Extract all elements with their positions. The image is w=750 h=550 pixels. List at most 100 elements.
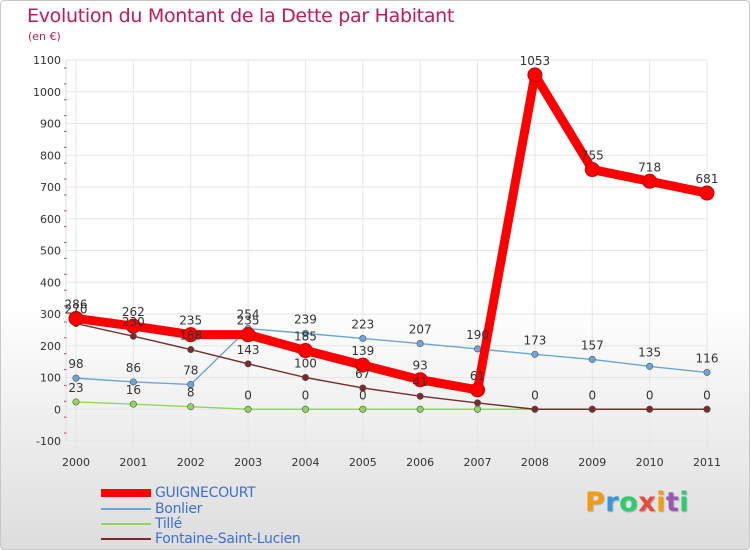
data-point-bonlier: [72, 374, 80, 382]
data-label-bonlier: 190: [466, 328, 489, 342]
x-tick-label: 2003: [234, 456, 262, 469]
data-point-guignecourt: [355, 357, 371, 373]
data-label-guignecourt: 262: [122, 305, 145, 319]
data-point-bonlier: [703, 368, 711, 376]
data-label-guignecourt: 93: [413, 359, 428, 373]
legend-label: GUIGNECOURT: [155, 485, 256, 501]
x-tick-label: 2001: [119, 456, 147, 469]
data-label-guignecourt: 185: [294, 330, 317, 344]
data-label-fontaine-saint-lucien: 230: [122, 315, 145, 329]
data-point-fontaine-saint-lucien: [244, 360, 252, 368]
data-point-guignecourt: [527, 67, 543, 83]
x-tick-label: 2005: [349, 456, 377, 469]
y-tick-label: 1000: [33, 86, 61, 99]
x-tick-label: 2000: [62, 456, 90, 469]
x-tick-label: 2004: [291, 456, 319, 469]
data-label-guignecourt: 755: [581, 149, 604, 163]
data-label-tille: 23: [68, 381, 83, 395]
data-label-guignecourt: 235: [179, 314, 202, 328]
legend-swatch: [101, 538, 151, 540]
legend-swatch: [101, 489, 151, 497]
y-tick-label: -100: [36, 435, 61, 448]
data-point-bonlier: [359, 334, 367, 342]
y-tick-label: 700: [40, 181, 61, 194]
chart-title: Evolution du Montant de la Dette par Hab…: [27, 5, 455, 27]
data-label-tille: 0: [588, 388, 596, 402]
data-point-bonlier: [474, 345, 482, 353]
y-tick-label: 1100: [33, 54, 61, 67]
data-point-fontaine-saint-lucien: [187, 346, 195, 354]
data-label-fontaine-saint-lucien: 188: [179, 329, 202, 343]
y-tick-label: 600: [40, 213, 61, 226]
data-label-tille: 0: [244, 388, 252, 402]
logo-letter: x: [638, 487, 657, 518]
data-point-fontaine-saint-lucien: [703, 405, 711, 413]
data-point-guignecourt: [297, 343, 313, 359]
data-point-bonlier: [588, 355, 596, 363]
x-tick-label: 2011: [693, 456, 721, 469]
data-label-guignecourt: 286: [65, 297, 88, 311]
y-tick-label: 100: [40, 372, 61, 385]
data-label-fontaine-saint-lucien: 270: [65, 303, 88, 317]
data-label-guignecourt: 718: [638, 160, 661, 174]
data-point-guignecourt: [125, 318, 141, 334]
data-point-guignecourt: [699, 185, 715, 201]
x-tick-label: 2009: [578, 456, 606, 469]
data-point-fontaine-saint-lucien: [474, 399, 482, 407]
data-label-bonlier: 116: [696, 351, 719, 365]
series-line-fontaine-saint-lucien: [75, 322, 708, 410]
data-label-bonlier: 86: [126, 361, 141, 375]
data-point-fontaine-saint-lucien: [416, 392, 424, 400]
data-point-tille: [301, 405, 309, 413]
y-tick-label: 400: [40, 276, 61, 289]
data-label-guignecourt: 1053: [520, 54, 551, 68]
logo-letter: P: [585, 487, 606, 518]
data-label-bonlier: 157: [581, 338, 604, 352]
series-line-guignecourt: [71, 70, 712, 395]
data-label-tille: 8: [187, 386, 195, 400]
data-label-tille: 16: [126, 383, 141, 397]
data-point-guignecourt: [584, 162, 600, 178]
data-label-tille: 0: [646, 388, 654, 402]
data-point-bonlier: [646, 362, 654, 370]
legend-label: Bonlier: [155, 501, 203, 517]
data-point-fontaine-saint-lucien: [359, 384, 367, 392]
legend-label: Fontaine-Saint-Lucien: [155, 531, 301, 547]
data-point-bonlier: [129, 378, 137, 386]
logo-letter: o: [619, 487, 639, 518]
data-point-fontaine-saint-lucien: [588, 405, 596, 413]
y-tick-label: 300: [40, 308, 61, 321]
data-point-bonlier: [187, 380, 195, 388]
x-tick-label: 2008: [521, 456, 549, 469]
data-point-guignecourt: [642, 173, 658, 189]
data-label-bonlier: 223: [351, 317, 374, 331]
y-tick-label: 0: [54, 403, 61, 416]
x-tick-label: 2010: [636, 456, 664, 469]
x-tick-label: 2006: [406, 456, 434, 469]
data-label-fontaine-saint-lucien: 100: [294, 357, 317, 371]
data-label-tille: 0: [531, 388, 539, 402]
data-point-guignecourt: [68, 310, 84, 326]
data-point-tille: [474, 405, 482, 413]
y-tick-label: 800: [40, 149, 61, 162]
data-point-tille: [72, 398, 80, 406]
x-tick-label: 2002: [177, 456, 205, 469]
data-label-tille: 0: [302, 388, 310, 402]
series-line-bonlier: [75, 327, 708, 386]
data-point-fontaine-saint-lucien: [646, 405, 654, 413]
data-point-guignecourt: [240, 327, 256, 343]
data-point-fontaine-saint-lucien: [129, 332, 137, 340]
data-point-bonlier: [416, 340, 424, 348]
data-point-bonlier: [301, 329, 309, 337]
data-label-fontaine-saint-lucien: 67: [355, 367, 370, 381]
data-label-guignecourt: 139: [351, 344, 374, 358]
legend-swatch: [101, 523, 151, 525]
data-point-tille: [416, 405, 424, 413]
y-tick-label: 900: [40, 118, 61, 131]
proxiti-logo: Proxiti: [585, 487, 689, 518]
data-label-fontaine-saint-lucien: 143: [237, 343, 260, 357]
data-label-tille: 0: [703, 388, 711, 402]
data-point-tille: [129, 400, 137, 408]
